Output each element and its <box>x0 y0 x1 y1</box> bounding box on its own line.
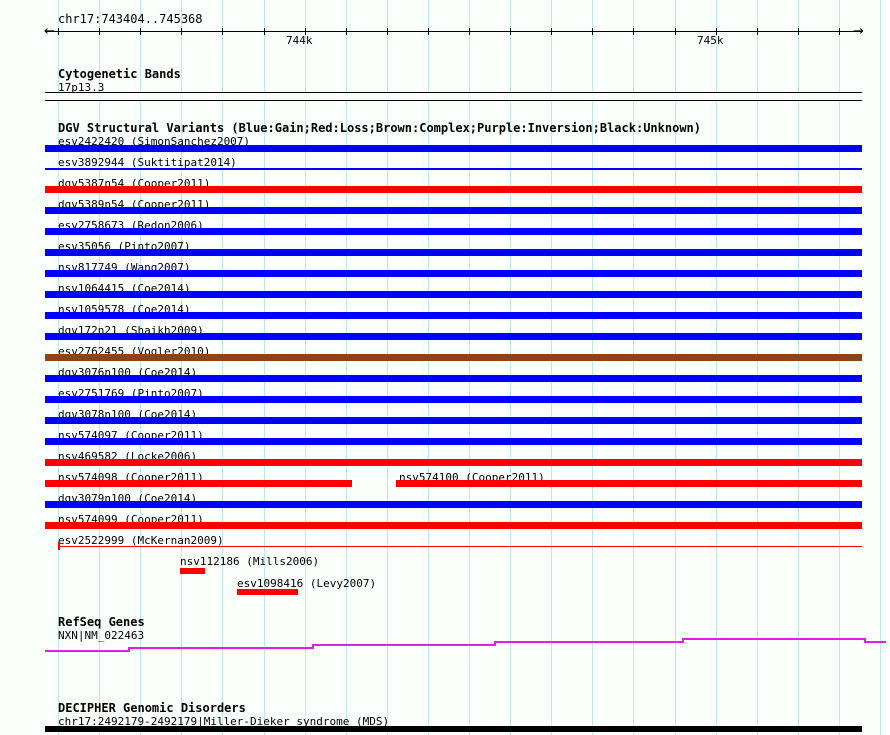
variant-label: esv2522999 (McKernan2009) <box>58 534 224 547</box>
gridline-1 <box>99 0 100 735</box>
variant-bar[interactable] <box>45 207 862 214</box>
ruler-tick-4 <box>222 28 223 35</box>
gridline-5 <box>264 0 265 735</box>
cytogenetic-bands-title: Cytogenetic Bands <box>58 67 181 81</box>
refseq-genes-title: RefSeq Genes <box>58 615 145 629</box>
variant-label: nsv112186 (Mills2006) <box>180 555 320 568</box>
cytogenetic-band-label: 17p13.3 <box>58 81 105 94</box>
ruler-tick-18 <box>798 28 799 35</box>
variant-bar[interactable] <box>45 354 862 361</box>
gene-segment[interactable] <box>312 644 494 646</box>
gridline-6 <box>305 0 306 735</box>
ruler-tick-8 <box>387 28 388 35</box>
variant-bar[interactable] <box>396 480 862 487</box>
ruler-arrow-left: ← <box>44 24 55 39</box>
ruler-tick-19 <box>839 28 840 35</box>
variant-bar[interactable] <box>45 270 862 277</box>
dgv-section-title: DGV Structural Variants (Blue:Gain;Red:L… <box>58 121 701 135</box>
variant-bar[interactable] <box>180 568 205 574</box>
ruler-tick-1 <box>99 28 100 35</box>
variant-label: esv3892944 (Suktitipat2014) <box>58 156 237 169</box>
variant-label: esv2422420 (SimonSanchez2007) <box>58 135 251 148</box>
variant-bar[interactable] <box>45 145 862 152</box>
ruler-tick-17 <box>757 28 758 35</box>
gridline-20 <box>880 0 881 735</box>
variant-bar[interactable] <box>45 375 862 382</box>
ruler-tick-14 <box>633 28 634 35</box>
ruler-arrow-right: → <box>853 24 864 39</box>
gridline-11 <box>510 0 511 735</box>
variant-bar[interactable] <box>45 501 862 508</box>
gene-segment[interactable] <box>128 647 312 649</box>
gridline-10 <box>469 0 470 735</box>
cytogenetic-band-bar[interactable] <box>45 92 862 101</box>
ruler-tick-2 <box>140 28 141 35</box>
variant-bar[interactable] <box>45 480 352 487</box>
variant-label: esv1098416 (Levy2007) <box>237 577 377 590</box>
gridline-8 <box>387 0 388 735</box>
gene-riser <box>128 647 130 652</box>
decipher-section-title: DECIPHER Genomic Disorders <box>58 701 246 715</box>
gridline-12 <box>551 0 552 735</box>
gridline-16 <box>716 0 717 735</box>
variant-bar[interactable] <box>58 546 862 547</box>
gridline-7 <box>346 0 347 735</box>
locus-label: chr17:743404..745368 <box>58 12 203 26</box>
gridline-2 <box>140 0 141 735</box>
ruler-axis <box>45 31 862 32</box>
refseq-gene-label: NXN|NM_022463 <box>58 629 145 642</box>
ruler-label-1: 745k <box>697 34 724 47</box>
variant-bar[interactable] <box>45 333 862 340</box>
ruler-tick-6 <box>305 28 306 35</box>
variant-bar[interactable] <box>45 168 862 170</box>
gene-segment[interactable] <box>682 638 864 640</box>
variant-bar[interactable] <box>45 417 862 424</box>
variant-bar[interactable] <box>237 589 298 595</box>
ruler-tick-3 <box>181 28 182 35</box>
ruler-tick-10 <box>469 28 470 35</box>
variant-bar[interactable] <box>45 312 862 319</box>
decipher-bar[interactable] <box>45 726 862 732</box>
variant-bar[interactable] <box>45 186 862 193</box>
ruler-label-0: 744k <box>286 34 313 47</box>
ruler-tick-0 <box>58 28 59 35</box>
gridline-18 <box>798 0 799 735</box>
variant-bar[interactable] <box>45 228 862 235</box>
gridline-15 <box>675 0 676 735</box>
gridline-14 <box>633 0 634 735</box>
gene-segment[interactable] <box>494 641 682 643</box>
variant-bar[interactable] <box>45 291 862 298</box>
ruler-tick-15 <box>675 28 676 35</box>
variant-bar[interactable] <box>45 396 862 403</box>
ruler-tick-16 <box>716 28 717 35</box>
ruler-tick-9 <box>428 28 429 35</box>
gene-segment[interactable] <box>45 650 128 652</box>
variant-bar[interactable] <box>45 522 862 529</box>
gene-riser <box>864 638 866 643</box>
gene-riser <box>312 644 314 649</box>
gridline-19 <box>839 0 840 735</box>
gridline-13 <box>592 0 593 735</box>
ruler-tick-13 <box>592 28 593 35</box>
ruler-tick-7 <box>346 28 347 35</box>
gridline-0 <box>58 0 59 735</box>
gene-riser <box>494 641 496 646</box>
variant-bar[interactable] <box>45 438 862 445</box>
ruler-tick-11 <box>510 28 511 35</box>
gridline-17 <box>757 0 758 735</box>
gene-riser <box>682 638 684 643</box>
variant-bar[interactable] <box>45 459 862 466</box>
gene-segment[interactable] <box>864 641 886 643</box>
gridline-3 <box>181 0 182 735</box>
ruler-tick-12 <box>551 28 552 35</box>
ruler-tick-5 <box>264 28 265 35</box>
gridline-4 <box>222 0 223 735</box>
decipher-entry-label: chr17:2492179-2492179|Miller-Dieker synd… <box>58 715 390 728</box>
gridline-9 <box>428 0 429 735</box>
variant-bar[interactable] <box>45 249 862 256</box>
variant-endcap <box>58 542 60 550</box>
